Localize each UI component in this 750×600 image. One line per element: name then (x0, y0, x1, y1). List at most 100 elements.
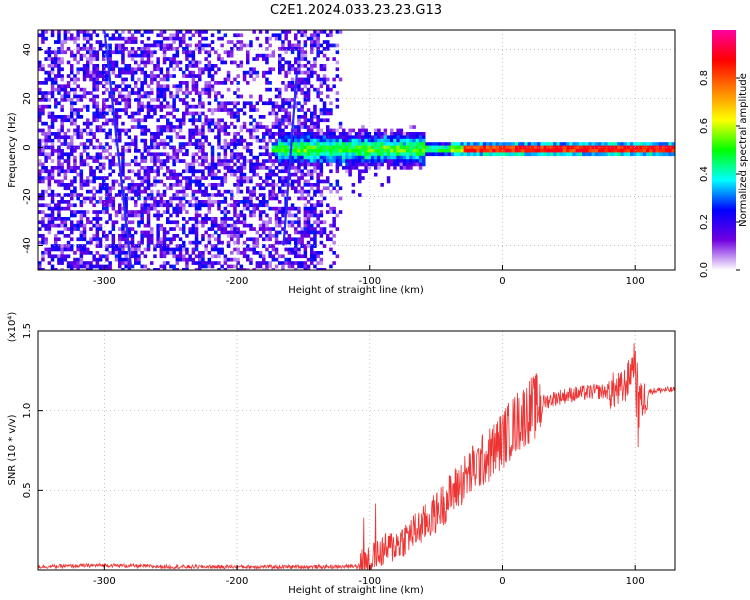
spectrogram-cell (374, 159, 378, 163)
spectrogram-cell (95, 264, 100, 269)
spectrogram-cell (114, 101, 119, 106)
spectrogram-cell (92, 115, 96, 119)
spectrogram-cell (578, 152, 583, 157)
spectrogram-cell (412, 149, 416, 153)
spectrogram-cell (287, 213, 292, 218)
spectrogram-cell (57, 210, 61, 214)
spectrogram-cell (89, 138, 93, 143)
spectrogram-cell (306, 77, 311, 82)
spectrogram-cell (73, 77, 77, 82)
spectrogram-cell (169, 91, 173, 95)
spectrogram-cell (274, 196, 279, 201)
spectrogram-cell (322, 111, 327, 116)
spectrogram-cell (172, 53, 176, 58)
spectrogram-cell (124, 64, 128, 68)
spectrogram-cell (329, 264, 333, 269)
spectrogram-cell (242, 70, 247, 75)
spectrogram-cell (303, 94, 308, 99)
spectrogram-cell (95, 152, 100, 157)
spectrogram-cell (162, 247, 167, 252)
spectrogram-cell (210, 186, 215, 191)
spectrogram-cell (274, 159, 279, 163)
colorbar-gradient (712, 30, 736, 270)
spectrogram-cell (361, 149, 365, 153)
spectrogram-cell (214, 186, 218, 191)
spectrogram-cell (108, 264, 112, 269)
spectrogram-cell (518, 149, 522, 153)
spectrogram-cell (60, 67, 64, 72)
spectrogram-cell (108, 203, 112, 208)
spectrogram-cell (66, 166, 71, 170)
spectrogram-cell (57, 115, 61, 119)
spectrogram-cell (105, 104, 109, 109)
spectrogram-cell (281, 166, 285, 170)
spectrogram-cell (188, 135, 192, 140)
spectrogram-cell (265, 57, 269, 61)
spectrogram-cell (70, 247, 74, 252)
spectrogram-cell (175, 179, 180, 184)
spectrogram-cell (95, 155, 100, 160)
spectrogram-cell (239, 234, 244, 238)
spectrogram-cell (130, 67, 135, 72)
spectrogram-cell (207, 234, 212, 238)
spectrogram-cell (66, 169, 71, 174)
spectrogram-cell (156, 237, 160, 242)
snr-plot-area[interactable] (38, 331, 675, 570)
spectrogram-cell (210, 234, 215, 238)
spectrogram-cell (50, 254, 55, 259)
spectrogram-cell (290, 50, 295, 55)
spectrogram-cell (252, 189, 256, 194)
spectrogram-cell (210, 227, 215, 231)
spectrogram-cell (322, 118, 327, 123)
spectrogram-cell (582, 145, 586, 150)
spectrogram-cell (370, 152, 375, 157)
spectrogram-cell (425, 152, 429, 157)
spectrogram-cell (143, 234, 148, 238)
spectrogram-frame (37, 29, 676, 271)
spectrogram-cell (140, 132, 144, 136)
spectrogram-cell (418, 166, 423, 170)
spectrogram-cell (108, 67, 112, 72)
spectrogram-cell (188, 176, 192, 180)
spectrogram-cell (322, 142, 327, 146)
spectrogram-cell (73, 40, 77, 44)
spectrogram-cell (265, 101, 269, 106)
spectrogram-cell (418, 145, 423, 150)
spectrogram-cell (412, 142, 416, 146)
spectrogram-cell (140, 57, 144, 61)
spectrogram-cell (319, 91, 324, 95)
spectrogram-cell (287, 210, 292, 214)
spectrogram-cell (358, 142, 362, 146)
spectrogram-cell (300, 57, 304, 61)
spectrogram-cell (204, 115, 208, 119)
spectrogram-cell (290, 179, 295, 184)
spectrogram-cell (105, 206, 109, 211)
spectrogram-cell (294, 33, 298, 38)
spectrogram-cell (252, 237, 256, 242)
spectrogram-cell (150, 70, 154, 75)
spectrogram-cell (118, 261, 122, 265)
spectrogram-cell (166, 135, 170, 140)
spectrogram-cell (623, 142, 628, 146)
spectrogram-cell (198, 101, 202, 106)
spectrogram-cell (252, 244, 256, 248)
spectrogram-cell (143, 166, 148, 170)
spectrogram-cell (66, 36, 71, 41)
spectrogram-cell (41, 128, 45, 133)
spectrogram-cell (124, 176, 128, 180)
spectrogram-cell (354, 166, 359, 170)
spectrogram-cell (153, 200, 157, 204)
spectrogram-cell (265, 183, 269, 187)
spectrogram-cell (146, 84, 151, 89)
spectrogram-cell (182, 257, 186, 262)
spectrogram-cell (313, 108, 317, 112)
spectrogram-cell (230, 47, 234, 51)
spectrogram-cell (207, 101, 212, 106)
spectrogram-cell (162, 74, 167, 78)
spectrogram-cell (249, 169, 253, 174)
spectrogram-cell (278, 162, 282, 167)
spectrogram-cell (194, 64, 199, 68)
spectrogram-cell (118, 33, 122, 38)
spectrogram-cell (297, 176, 301, 180)
spectrogram-cell (153, 206, 157, 211)
